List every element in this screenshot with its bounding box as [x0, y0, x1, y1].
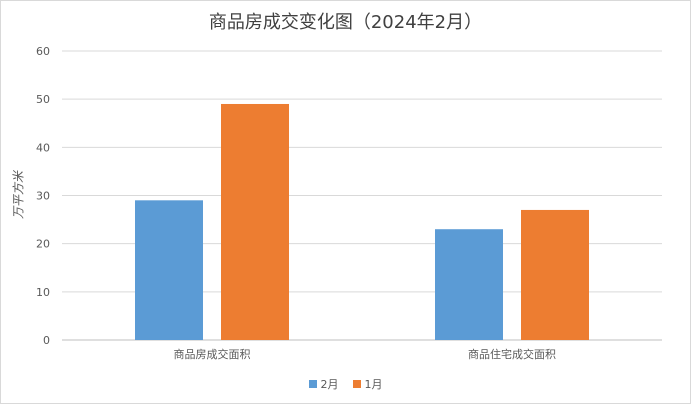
- bar: [221, 103, 289, 340]
- x-tick-label: 商品房成交面积: [174, 347, 251, 361]
- legend-label: 1月: [364, 378, 383, 391]
- legend-item-series-2: 1月: [352, 376, 383, 392]
- legend-swatch: [308, 380, 317, 388]
- y-tick-label: 50: [36, 93, 50, 106]
- y-tick-label: 60: [36, 45, 50, 58]
- y-tick-label: 20: [36, 238, 50, 251]
- legend-label: 2月: [320, 378, 339, 391]
- bar: [435, 229, 503, 340]
- legend-item-series-1: 2月: [308, 376, 339, 392]
- y-tick-label: 30: [36, 190, 50, 203]
- y-tick-label: 40: [36, 141, 50, 154]
- legend: 2月 1月: [0, 376, 691, 392]
- bar: [135, 200, 203, 340]
- x-tick-label: 商品住宅成交面积: [468, 347, 556, 361]
- y-tick-label: 10: [36, 286, 50, 299]
- legend-swatch: [352, 380, 361, 388]
- chart-title: 商品房成交变化图（2024年2月）: [208, 12, 483, 33]
- bar: [521, 209, 589, 340]
- y-tick-label: 0: [43, 334, 50, 347]
